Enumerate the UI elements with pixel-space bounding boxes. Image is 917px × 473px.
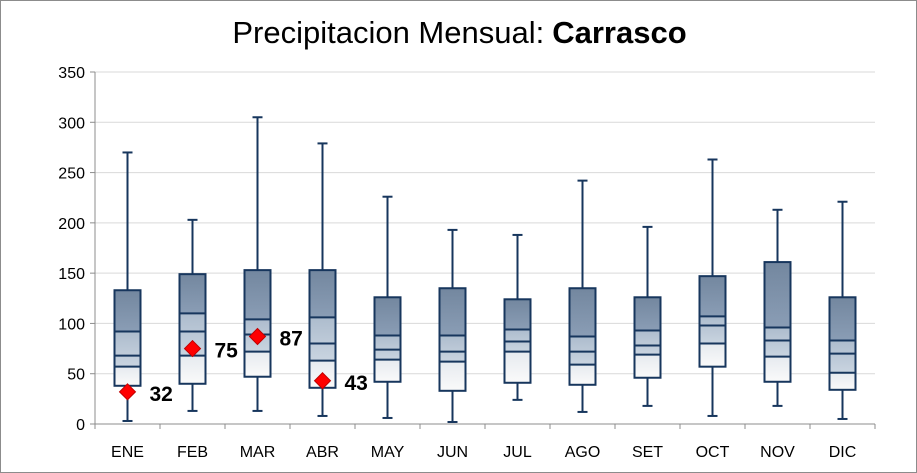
grid-layer: 0 50 100 150 200 250 300 350 ENE FEB MAR ABR MAY JUN J…	[58, 65, 876, 461]
segment-p10-p25-set	[634, 354, 661, 378]
segment-p25-p75-jun	[439, 335, 466, 362]
box-oct	[698, 158, 727, 417]
box-ago	[568, 179, 597, 413]
label-layer: 32 75 87 43	[150, 328, 368, 406]
segment-p10-p25-feb	[179, 355, 206, 384]
segment-p75-p90-abr	[309, 270, 336, 318]
segment-p25-p75-dic	[829, 340, 856, 373]
segment-p10-p25-jul	[504, 351, 531, 383]
segment-p75-p90-oct	[699, 276, 726, 317]
xtick-label-dic: DIC	[829, 444, 857, 461]
segment-p10-p25-nov	[764, 356, 791, 382]
observed-label-mar: 87	[280, 328, 303, 351]
ytick-label-100: 100	[58, 316, 85, 333]
segment-p10-p25-mar	[244, 351, 271, 377]
xtick-label-ago: AGO	[565, 444, 601, 461]
marker-layer	[118, 327, 332, 401]
ytick-label-300: 300	[58, 115, 85, 132]
segment-p25-p75-jul	[504, 329, 531, 352]
observed-marker-feb	[183, 339, 202, 358]
segment-p75-p90-feb	[179, 274, 206, 314]
box-ene	[113, 151, 142, 422]
box-outline-feb	[178, 273, 207, 385]
segment-p75-p90-set	[634, 297, 661, 331]
box-mar	[243, 116, 272, 412]
box-outline-mar	[243, 269, 272, 378]
box-outline-nov	[763, 261, 792, 383]
xtick-label-oct: OCT	[696, 444, 730, 461]
chart-title: Precipitacion Mensual: Carrasco	[1, 15, 917, 51]
box-jul	[503, 233, 532, 401]
box-layer	[113, 116, 857, 423]
box-feb	[178, 218, 207, 412]
ytick-label-0: 0	[76, 417, 85, 434]
ytick-label-250: 250	[58, 166, 85, 183]
segment-p75-p90-ago	[569, 288, 596, 337]
observed-marker-mar	[248, 327, 267, 346]
xtick-label-may: MAY	[371, 444, 405, 461]
segment-p10-p25-dic	[829, 372, 856, 390]
observed-label-ene: 32	[150, 383, 173, 406]
segment-p25-p75-set	[634, 330, 661, 355]
segment-p10-p25-ago	[569, 364, 596, 385]
segment-p75-p90-mar	[244, 270, 271, 320]
segment-p75-p90-nov	[764, 262, 791, 328]
box-dic	[828, 200, 857, 420]
segment-p25-p75-nov	[764, 327, 791, 357]
title-text: Precipitacion Mensual:	[232, 15, 545, 50]
observed-label-abr: 43	[345, 372, 368, 395]
segment-p10-p25-may	[374, 359, 401, 382]
segment-p25-p75-ene	[114, 331, 141, 367]
box-jun	[438, 228, 467, 423]
segment-p75-p90-may	[374, 297, 401, 336]
observed-label-feb: 75	[215, 340, 239, 363]
segment-p25-p75-abr	[309, 317, 336, 361]
title-station: Carrasco	[552, 15, 687, 50]
ytick-label-150: 150	[58, 266, 85, 283]
segment-p25-p75-ago	[569, 336, 596, 365]
box-outline-oct	[698, 275, 727, 368]
segment-p75-p90-ene	[114, 290, 141, 332]
box-nov	[763, 208, 792, 407]
box-outline-may	[373, 296, 402, 383]
segment-p25-p75-oct	[699, 316, 726, 344]
observed-marker-ene	[118, 383, 137, 401]
segment-p10-p25-jun	[439, 361, 466, 391]
box-may	[373, 195, 402, 419]
segment-p75-p90-jun	[439, 288, 466, 336]
xtick-label-jun: JUN	[437, 444, 468, 461]
xtick-label-jul: JUL	[503, 444, 532, 461]
box-outline-dic	[828, 296, 857, 391]
box-outline-set	[633, 296, 662, 379]
xtick-label-mar: MAR	[240, 444, 276, 461]
segment-p25-p75-may	[374, 335, 401, 360]
segment-p75-p90-jul	[504, 299, 531, 330]
box-set	[633, 225, 662, 407]
xtick-label-nov: NOV	[760, 444, 795, 461]
observed-marker-abr	[313, 372, 332, 390]
segment-p75-p90-dic	[829, 297, 856, 341]
segment-p10-p25-oct	[699, 343, 726, 367]
ytick-label-50: 50	[67, 367, 85, 384]
xtick-label-abr: ABR	[306, 444, 339, 461]
xtick-label-feb: FEB	[177, 444, 208, 461]
ytick-label-200: 200	[58, 216, 85, 233]
box-outline-jun	[438, 287, 467, 392]
xtick-label-set: SET	[632, 444, 663, 461]
xtick-label-ene: ENE	[111, 444, 144, 461]
ytick-label-350: 350	[58, 65, 85, 82]
segment-p10-p25-ene	[114, 366, 141, 386]
